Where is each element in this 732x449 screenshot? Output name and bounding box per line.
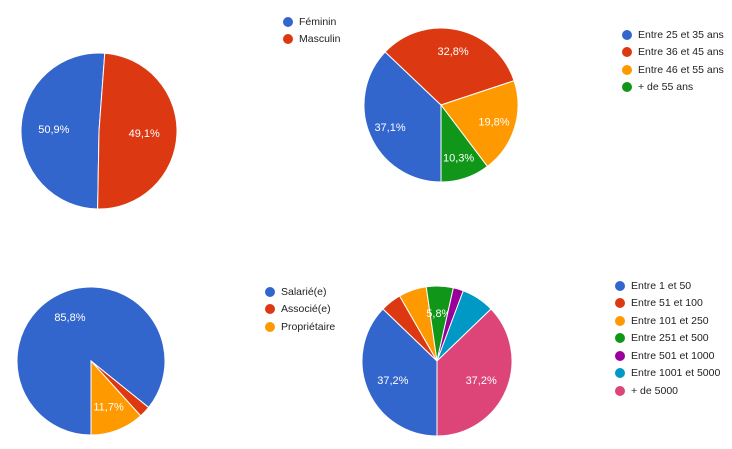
legend-company-size: Entre 1 et 50 Entre 51 et 100 Entre 101 et…: [615, 277, 720, 400]
legend-swatch: [622, 82, 632, 93]
pie-status-slice-propri-taire[interactable]: [90, 359, 142, 436]
legend-item-propri-taire[interactable]: Propriétaire: [265, 318, 335, 336]
pie-age-slice-entre-46-et-55-ans[interactable]: [440, 80, 519, 168]
legend-swatch: [615, 333, 625, 344]
legend-swatch: [283, 34, 293, 45]
pie-status-data-label: 11,7%: [93, 402, 124, 414]
legend-label: + de 55 ans: [638, 81, 694, 94]
pie-status-data-label: 85,8%: [54, 312, 85, 324]
pie-company-size-data-label: 37,2%: [377, 375, 408, 387]
legend-label: Entre 1 et 50: [631, 279, 692, 292]
legend-item-entre-251-et-500[interactable]: Entre 251 et 500: [615, 330, 720, 348]
pie-age-data-label: 10,3%: [443, 153, 474, 165]
legend-swatch: [615, 368, 625, 379]
legend-item-associ-e[interactable]: Associé(e): [265, 301, 335, 319]
legend-label: Entre 251 et 500: [631, 332, 709, 345]
legend-item-de-5000[interactable]: + de 5000: [615, 382, 720, 400]
legend-status: Salarié(e) Associé(e) Propriétaire: [265, 283, 335, 336]
pie-age-data-label: 32,8%: [437, 46, 468, 58]
legend-item-masculin[interactable]: Masculin: [283, 31, 340, 49]
legend-swatch: [615, 280, 625, 291]
legend-label: Propriétaire: [281, 320, 336, 333]
legend-item-entre-36-et-45-ans[interactable]: Entre 36 et 45 ans: [622, 44, 724, 62]
legend-label: Associé(e): [281, 303, 331, 316]
legend-swatch: [622, 47, 632, 58]
legend-swatch: [615, 315, 625, 326]
legend-label: Masculin: [299, 33, 341, 46]
legend-label: Entre 25 et 35 ans: [638, 28, 724, 41]
legend-swatch: [283, 16, 293, 27]
legend-label: Entre 501 et 1000: [631, 349, 715, 362]
pie-gender-slice-f-minin[interactable]: [20, 52, 106, 210]
legend-label: + de 5000: [631, 384, 679, 397]
pie-status-slice-salari-e[interactable]: [16, 286, 166, 436]
legend-swatch: [265, 304, 275, 315]
legend-label: Entre 101 et 250: [631, 314, 709, 327]
legend-item-salari-e[interactable]: Salarié(e): [265, 283, 335, 301]
legend-gender: Féminin Masculin: [283, 13, 340, 48]
pie-age-slice-entre-25-et-35-ans[interactable]: [363, 51, 442, 183]
pie-company-size-data-label: 5,8%: [426, 308, 451, 320]
legend-item-entre-51-et-100[interactable]: Entre 51 et 100: [615, 295, 720, 313]
legend-item-entre-501-et-1000[interactable]: Entre 501 et 1000: [615, 347, 720, 365]
pie-company-size-slice-de-5000[interactable]: [436, 308, 513, 437]
legend-label: Salarié(e): [281, 285, 327, 298]
legend-item-entre-25-et-35-ans[interactable]: Entre 25 et 35 ans: [622, 26, 724, 44]
pie-age-data-label: 37,1%: [374, 122, 405, 134]
legend-item-entre-1001-et-5000[interactable]: Entre 1001 et 5000: [615, 365, 720, 383]
legend-label: Entre 51 et 100: [631, 297, 703, 310]
pie-age-data-label: 19,8%: [478, 116, 509, 128]
legend-item-entre-46-et-55-ans[interactable]: Entre 46 et 55 ans: [622, 61, 724, 79]
legend-swatch: [622, 64, 632, 75]
legend-swatch: [615, 385, 625, 396]
legend-item-de-55-ans[interactable]: + de 55 ans: [622, 79, 724, 97]
legend-item-f-minin[interactable]: Féminin: [283, 13, 340, 31]
legend-item-entre-1-et-50[interactable]: Entre 1 et 50: [615, 277, 720, 295]
pie-company-size-data-label: 37,2%: [466, 375, 497, 387]
pie-gender-slice-masculin[interactable]: [97, 52, 178, 210]
legend-swatch: [622, 29, 632, 40]
pie-gender-data-label: 50,9%: [38, 124, 69, 136]
legend-label: Entre 46 et 55 ans: [638, 63, 724, 76]
legend-swatch: [265, 321, 275, 332]
legend-item-entre-101-et-250[interactable]: Entre 101 et 250: [615, 312, 720, 330]
pie-age-slice-de-55-ans[interactable]: [440, 103, 489, 183]
pie-company-size-slice-entre-1-et-50[interactable]: [361, 308, 438, 437]
legend-label: Entre 1001 et 5000: [631, 367, 721, 380]
pie-gender-data-label: 49,1%: [129, 128, 160, 140]
legend-swatch: [265, 286, 275, 297]
legend-swatch: [615, 298, 625, 309]
legend-label: Entre 36 et 45 ans: [638, 46, 724, 59]
pie-age-slice-entre-36-et-45-ans[interactable]: [384, 27, 515, 106]
legend-swatch: [615, 350, 625, 361]
legend-label: Féminin: [299, 15, 337, 28]
legend-age: Entre 25 et 35 ans Entre 36 et 45 ans Entr…: [622, 26, 724, 96]
